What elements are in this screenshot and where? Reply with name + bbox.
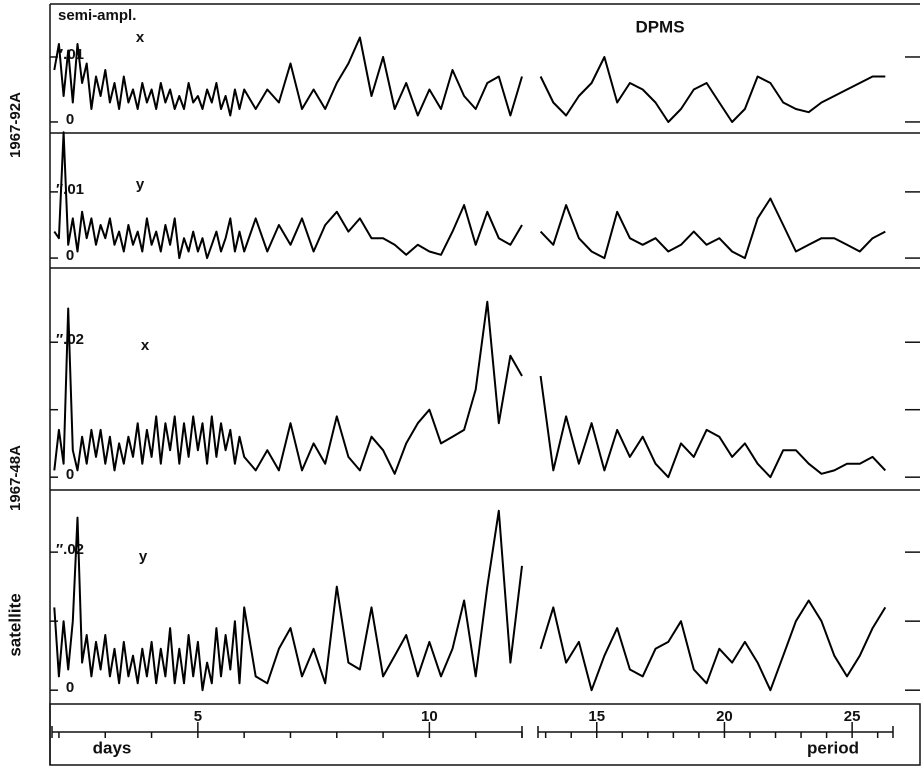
y-tick-label: ″.02 [56,541,84,558]
axis-box [49,703,921,766]
side-label: satellite [5,593,24,656]
panel-label: x [141,337,150,354]
panel-label: y [139,548,148,565]
y-label: semi-ampl. [58,7,136,24]
y-tick-label: 0 [66,679,74,696]
panel-label: x [136,29,145,46]
y-tick-label: 0 [66,466,74,483]
spectrum-line [53,300,523,475]
spectrum-line [53,131,523,260]
title: DPMS [635,17,684,36]
spectrum-line [53,36,523,117]
satellite-label: 1967-48A [7,445,24,511]
x-tick-label: 15 [588,708,605,725]
x-unit: days [93,738,132,757]
x-label: period [807,738,859,757]
x-tick-label: 25 [844,708,861,725]
spectrum-line [539,375,887,479]
y-tick-label: ″.01 [56,181,84,198]
y-tick-label: 0 [66,111,74,128]
x-tick-label: 5 [194,708,202,725]
panel-label: y [136,176,145,193]
x-tick-label: 10 [421,708,438,725]
spectrum-line [539,56,886,123]
satellite-label: 1967-92A [7,92,24,158]
x-tick-label: 20 [716,708,733,725]
spectrum-line [539,197,886,260]
spectrum-line [53,509,523,692]
spectrum-line [539,599,887,692]
y-tick-label: 0 [66,247,74,264]
